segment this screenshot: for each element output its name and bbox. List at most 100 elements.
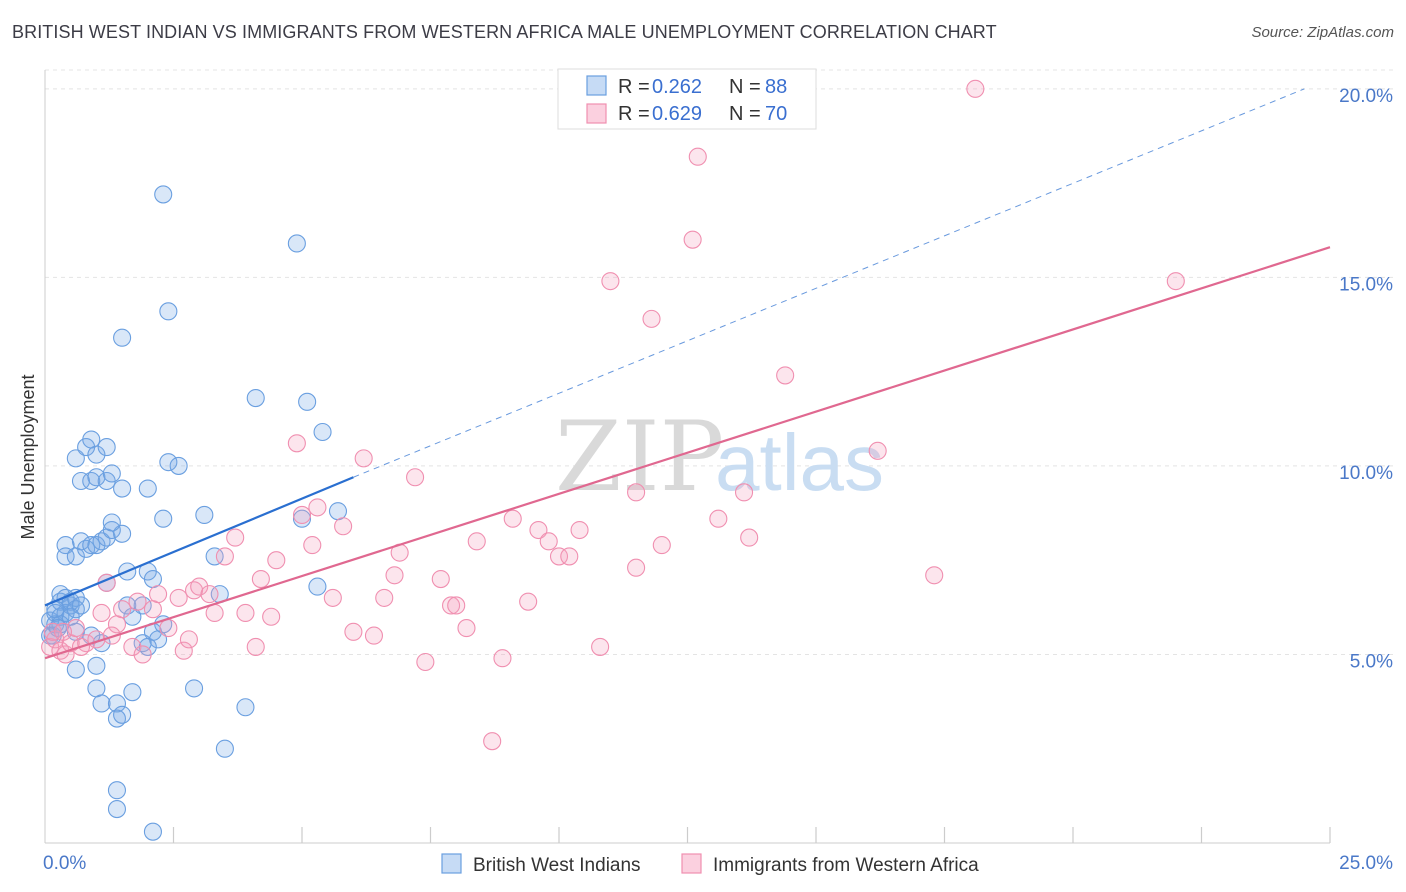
data-point [71,596,91,615]
data-point [344,622,363,641]
trend-line-pink [44,246,1331,660]
y-tick-label: 5.0% [1350,651,1393,672]
data-point [549,547,569,566]
data-point [503,509,522,528]
data-point [457,619,476,638]
data-point [143,822,162,841]
data-point [925,566,944,585]
data-point [734,483,754,502]
watermark-zip: ZIP [555,401,724,513]
data-point [200,585,219,604]
axes [44,70,1331,844]
data-point [159,302,178,321]
data-point [87,656,106,675]
data-point [87,445,106,464]
bottom-legend-swatch-blue [441,853,462,874]
data-point [102,513,121,532]
data-point [652,536,671,555]
data-point [246,389,265,408]
data-point [102,464,121,483]
legend-r-label-2: R = [618,103,650,125]
data-point [334,517,353,536]
data-point [82,430,101,449]
data-point [287,234,306,253]
series-western-africa [41,79,1185,751]
data-point [66,660,85,679]
x-tick-label: 25.0% [1339,853,1393,874]
legend-n-label-1: N = [729,76,761,98]
data-point [493,649,512,668]
bottom-legend-label-1: British West Indians [473,855,641,876]
data-point [113,328,132,347]
data-point [123,637,142,656]
data-point [292,509,312,528]
y-axis-label: Male Unemployment [18,374,38,539]
chart-title: BRITISH WEST INDIAN VS IMMIGRANTS FROM W… [12,22,997,42]
data-point [123,683,142,702]
data-point [92,603,111,623]
data-point [205,547,224,566]
legend-box: R = 0.262 N = 88 R = 0.629 N = 70 [557,68,817,130]
data-point [107,781,127,800]
y-tick-label: 20.0% [1339,86,1393,107]
data-point [107,694,127,713]
data-point [149,585,168,604]
data-point [868,441,887,460]
data-point [323,588,342,607]
data-point [113,600,132,619]
data-point [308,498,327,517]
legend-swatch-blue [586,75,607,96]
data-point [313,422,332,442]
data-point [1166,272,1185,291]
data-point [56,547,75,566]
data-point [195,505,214,524]
data-point [601,272,620,291]
data-point [267,551,286,570]
data-point [179,630,198,649]
watermark-atlas: atlas [715,418,884,507]
legend-n-label-2: N = [729,103,761,125]
tick-labels: 5.0% 10.0% 15.0% 20.0% 0.0% 25.0% [43,86,1393,874]
data-point [71,471,91,491]
data-point [190,577,209,596]
data-point [102,626,121,645]
data-point [102,520,121,540]
data-point [107,800,127,819]
x-tick-label: 0.0% [43,853,86,874]
data-point [529,520,548,540]
legend-n-value-1: 88 [765,76,787,98]
data-point [539,532,558,551]
data-point [364,626,384,645]
data-point [303,536,322,555]
data-point [308,577,327,596]
data-point [467,532,486,551]
data-point [92,694,111,713]
legend-r-value-1: 0.262 [652,76,702,98]
data-point [642,309,661,328]
data-point [82,536,101,555]
data-point [154,509,173,528]
data-point [113,479,132,498]
gridlines [45,69,1393,655]
trend-lines [44,88,1331,660]
bottom-legend: British West Indians Immigrants from Wes… [441,853,979,876]
data-point [406,468,425,487]
legend-r-label-1: R = [618,76,650,98]
data-point [159,453,178,472]
data-point [251,569,270,589]
trend-line-blue [44,476,354,607]
data-point [385,566,404,585]
bottom-legend-swatch-pink [681,853,702,874]
y-tick-label: 10.0% [1339,463,1393,484]
data-point [740,528,759,547]
y-tick-label: 15.0% [1339,274,1393,295]
data-point [262,607,281,626]
data-point [709,509,728,528]
legend-r-value-2: 0.629 [652,103,702,125]
legend-swatch-pink [586,103,607,124]
data-point [46,630,65,649]
source-label: Source: ZipAtlas.com [1251,24,1394,41]
data-point [138,479,157,498]
data-point [66,449,85,468]
